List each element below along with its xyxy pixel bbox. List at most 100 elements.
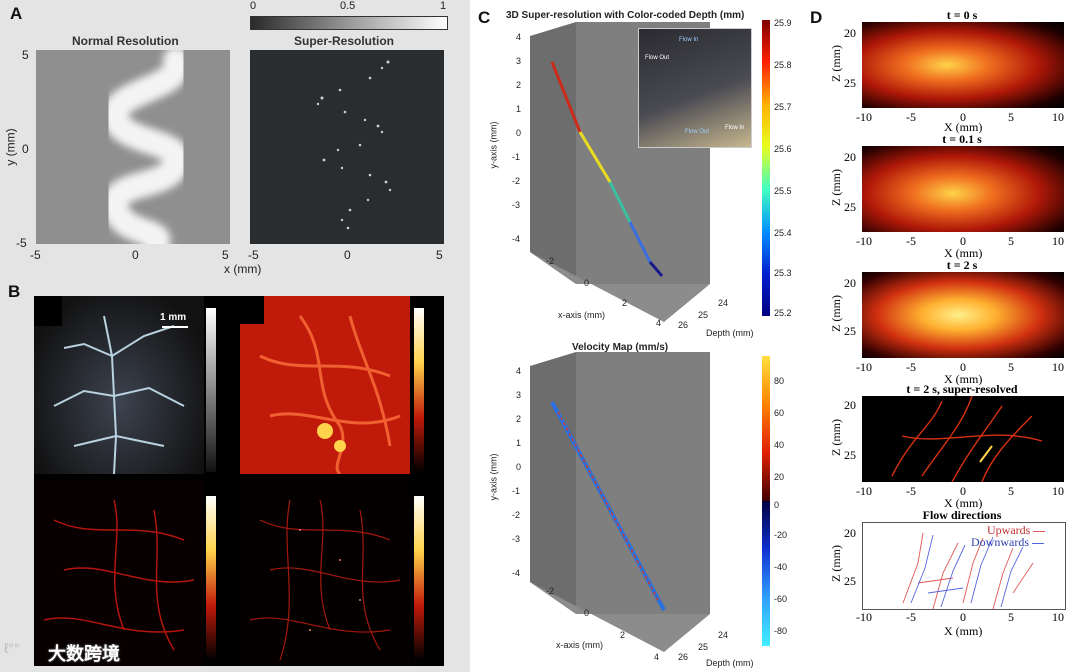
c-top-ytick-neg2: -2: [512, 176, 521, 186]
d-legend-upwards-line: [1033, 530, 1046, 532]
d-r1-xtick-10: 10: [1052, 110, 1064, 124]
c-inset-label-3: Flow Out: [685, 129, 710, 135]
c-bottom-colorbar: [762, 356, 770, 646]
b-ulm-map-2: [240, 480, 410, 666]
d-legend-downwards: Downwards: [971, 535, 1044, 550]
d-r3-ztick-20: 20: [844, 276, 856, 290]
watermark-logo-icon: ℓ°°: [4, 640, 20, 656]
c-top-cb-25-6: 25.6: [774, 144, 792, 154]
a-xtick-l-0: 0: [132, 248, 139, 262]
c-top-ytick-neg4: -4: [512, 234, 521, 244]
d-r4-xtick-5: 5: [1008, 484, 1014, 498]
d-legend-downwards-line: [1032, 542, 1044, 544]
b-grayscale-vessels: [34, 296, 204, 474]
c-top-ytick-3: 3: [516, 56, 522, 66]
d-r5-xtick-neg5: -5: [906, 610, 916, 624]
c-bot-ytick-neg3: -3: [512, 534, 521, 544]
a-x-label: x (mm): [224, 262, 262, 276]
b-colorbar-4: [414, 496, 424, 660]
d-r2-xlabel: X (mm): [944, 246, 983, 260]
d-r2-xtick-neg5: -5: [906, 234, 916, 248]
c-top-dtick-25: 25: [698, 310, 709, 320]
c-top-cb-25-7: 25.7: [774, 102, 792, 112]
c-top-ytick-4: 4: [516, 32, 522, 42]
d-r4-xtick-neg5: -5: [906, 484, 916, 498]
d-r5-xtick-10: 10: [1052, 610, 1064, 624]
d-r1-xtick-neg5: -5: [906, 110, 916, 124]
b-scale-label: 1 mm: [160, 312, 187, 323]
c-bot-cb-60: 60: [774, 408, 785, 418]
c-top-xlabel: x-axis (mm): [558, 310, 605, 320]
d-r1-zlabel: Z (mm): [829, 45, 843, 82]
b-doppler-corner: [240, 296, 264, 324]
d-legend-upwards-label: Upwards: [987, 523, 1031, 537]
c-top-trajectory: [550, 61, 664, 277]
b-ulm-vessels-2: [249, 499, 401, 661]
d-r5-xlabel: X (mm): [944, 624, 983, 638]
b-grayscale-vessel-lines: [53, 315, 185, 474]
watermark-text: 大数跨境: [48, 644, 120, 664]
c-top-ytick-neg1: -1: [512, 152, 521, 162]
d-flow-lines: [902, 532, 1034, 609]
d-r2-zlabel: Z (mm): [829, 169, 843, 206]
d-title-t2-sr: t = 2 s, super-resolved: [906, 382, 1018, 396]
c-bot-xtick-2: 2: [620, 630, 626, 640]
d-r4-ztick-20: 20: [844, 398, 856, 412]
d-r5-xtick-0: 0: [960, 610, 966, 624]
d-r3-xtick-5: 5: [1008, 360, 1014, 374]
b-ulm-vessels-1: [43, 499, 195, 651]
d-heatmap-t2-sr: [862, 396, 1064, 482]
d-r5-ztick-25: 25: [844, 574, 856, 588]
b-scale-bar: [162, 326, 188, 328]
c-inset-label-1: Flow In: [679, 37, 699, 43]
c-bot-xtick-4: 4: [654, 652, 660, 662]
c-bot-cb-neg60: -60: [774, 594, 788, 604]
d-r2-ztick-20: 20: [844, 150, 856, 164]
super-resolution-title: Super-Resolution: [294, 34, 395, 48]
c-bottom-title: Velocity Map (mm/s): [572, 342, 669, 353]
a-ytick-5: 5: [22, 48, 29, 62]
d-r3-xtick-10: 10: [1052, 360, 1064, 374]
a-y-label: y (mm): [3, 128, 18, 166]
d-r5-zlabel: Z (mm): [829, 545, 843, 582]
a-xtick-r-neg5: -5: [248, 248, 259, 262]
panel-a-colorbar: [250, 16, 448, 30]
colorbar-tick-1: 1: [440, 0, 447, 12]
d-r1-xlabel: X (mm): [944, 120, 983, 134]
c-bot-ytick-4: 4: [516, 366, 522, 376]
super-resolution-points: [316, 60, 392, 230]
c-bot-cb-neg20: -20: [774, 530, 788, 540]
d-r4-xtick-0: 0: [960, 484, 966, 498]
d-r1-xtick-neg10: -10: [856, 110, 872, 124]
c-bot-ytick-2: 2: [516, 414, 522, 424]
c-top-cb-25-9: 25.9: [774, 18, 792, 28]
d-r5-xtick-neg10: -10: [856, 610, 872, 624]
d-heatmap-t2: [862, 272, 1064, 358]
b-doppler-vessel-lines: [259, 315, 401, 474]
c-top-cb-25-4: 25.4: [774, 228, 792, 238]
c-bottom-trajectory: [550, 401, 666, 611]
d-r2-xtick-neg10: -10: [856, 234, 872, 248]
c-top-cb-25-8: 25.8: [774, 60, 792, 70]
c-bottom-3d-plot: [530, 352, 710, 652]
normal-resolution-snake: [102, 50, 190, 244]
c-bot-cb-neg40: -40: [774, 562, 788, 572]
d-r4-xtick-neg10: -10: [856, 484, 872, 498]
a-xtick-l-neg5: -5: [30, 248, 41, 262]
d-r3-ztick-25: 25: [844, 324, 856, 338]
c-top-xtick-0: 0: [584, 278, 590, 288]
c-bot-ytick-neg1: -1: [512, 486, 521, 496]
d-title-t0: t = 0 s: [946, 8, 978, 22]
c-inset-label-4: Flow In: [725, 125, 745, 131]
b-colorbar-1: [206, 308, 216, 472]
c-bot-cb-40: 40: [774, 440, 785, 450]
d-legend-upwards: Upwards: [987, 523, 1046, 538]
c-top-cb-25-5: 25.5: [774, 186, 792, 196]
c-top-title: 3D Super-resolution with Color-coded Dep…: [506, 10, 745, 21]
d-r3-xtick-neg5: -5: [906, 360, 916, 374]
c-top-ylabel: y-axis (mm): [488, 121, 499, 169]
c-top-xtick-neg2: -2: [546, 256, 555, 266]
a-xtick-l-5: 5: [222, 248, 229, 262]
d-r2-xtick-5: 5: [1008, 234, 1014, 248]
c-bot-dtick-26: 26: [678, 652, 689, 662]
